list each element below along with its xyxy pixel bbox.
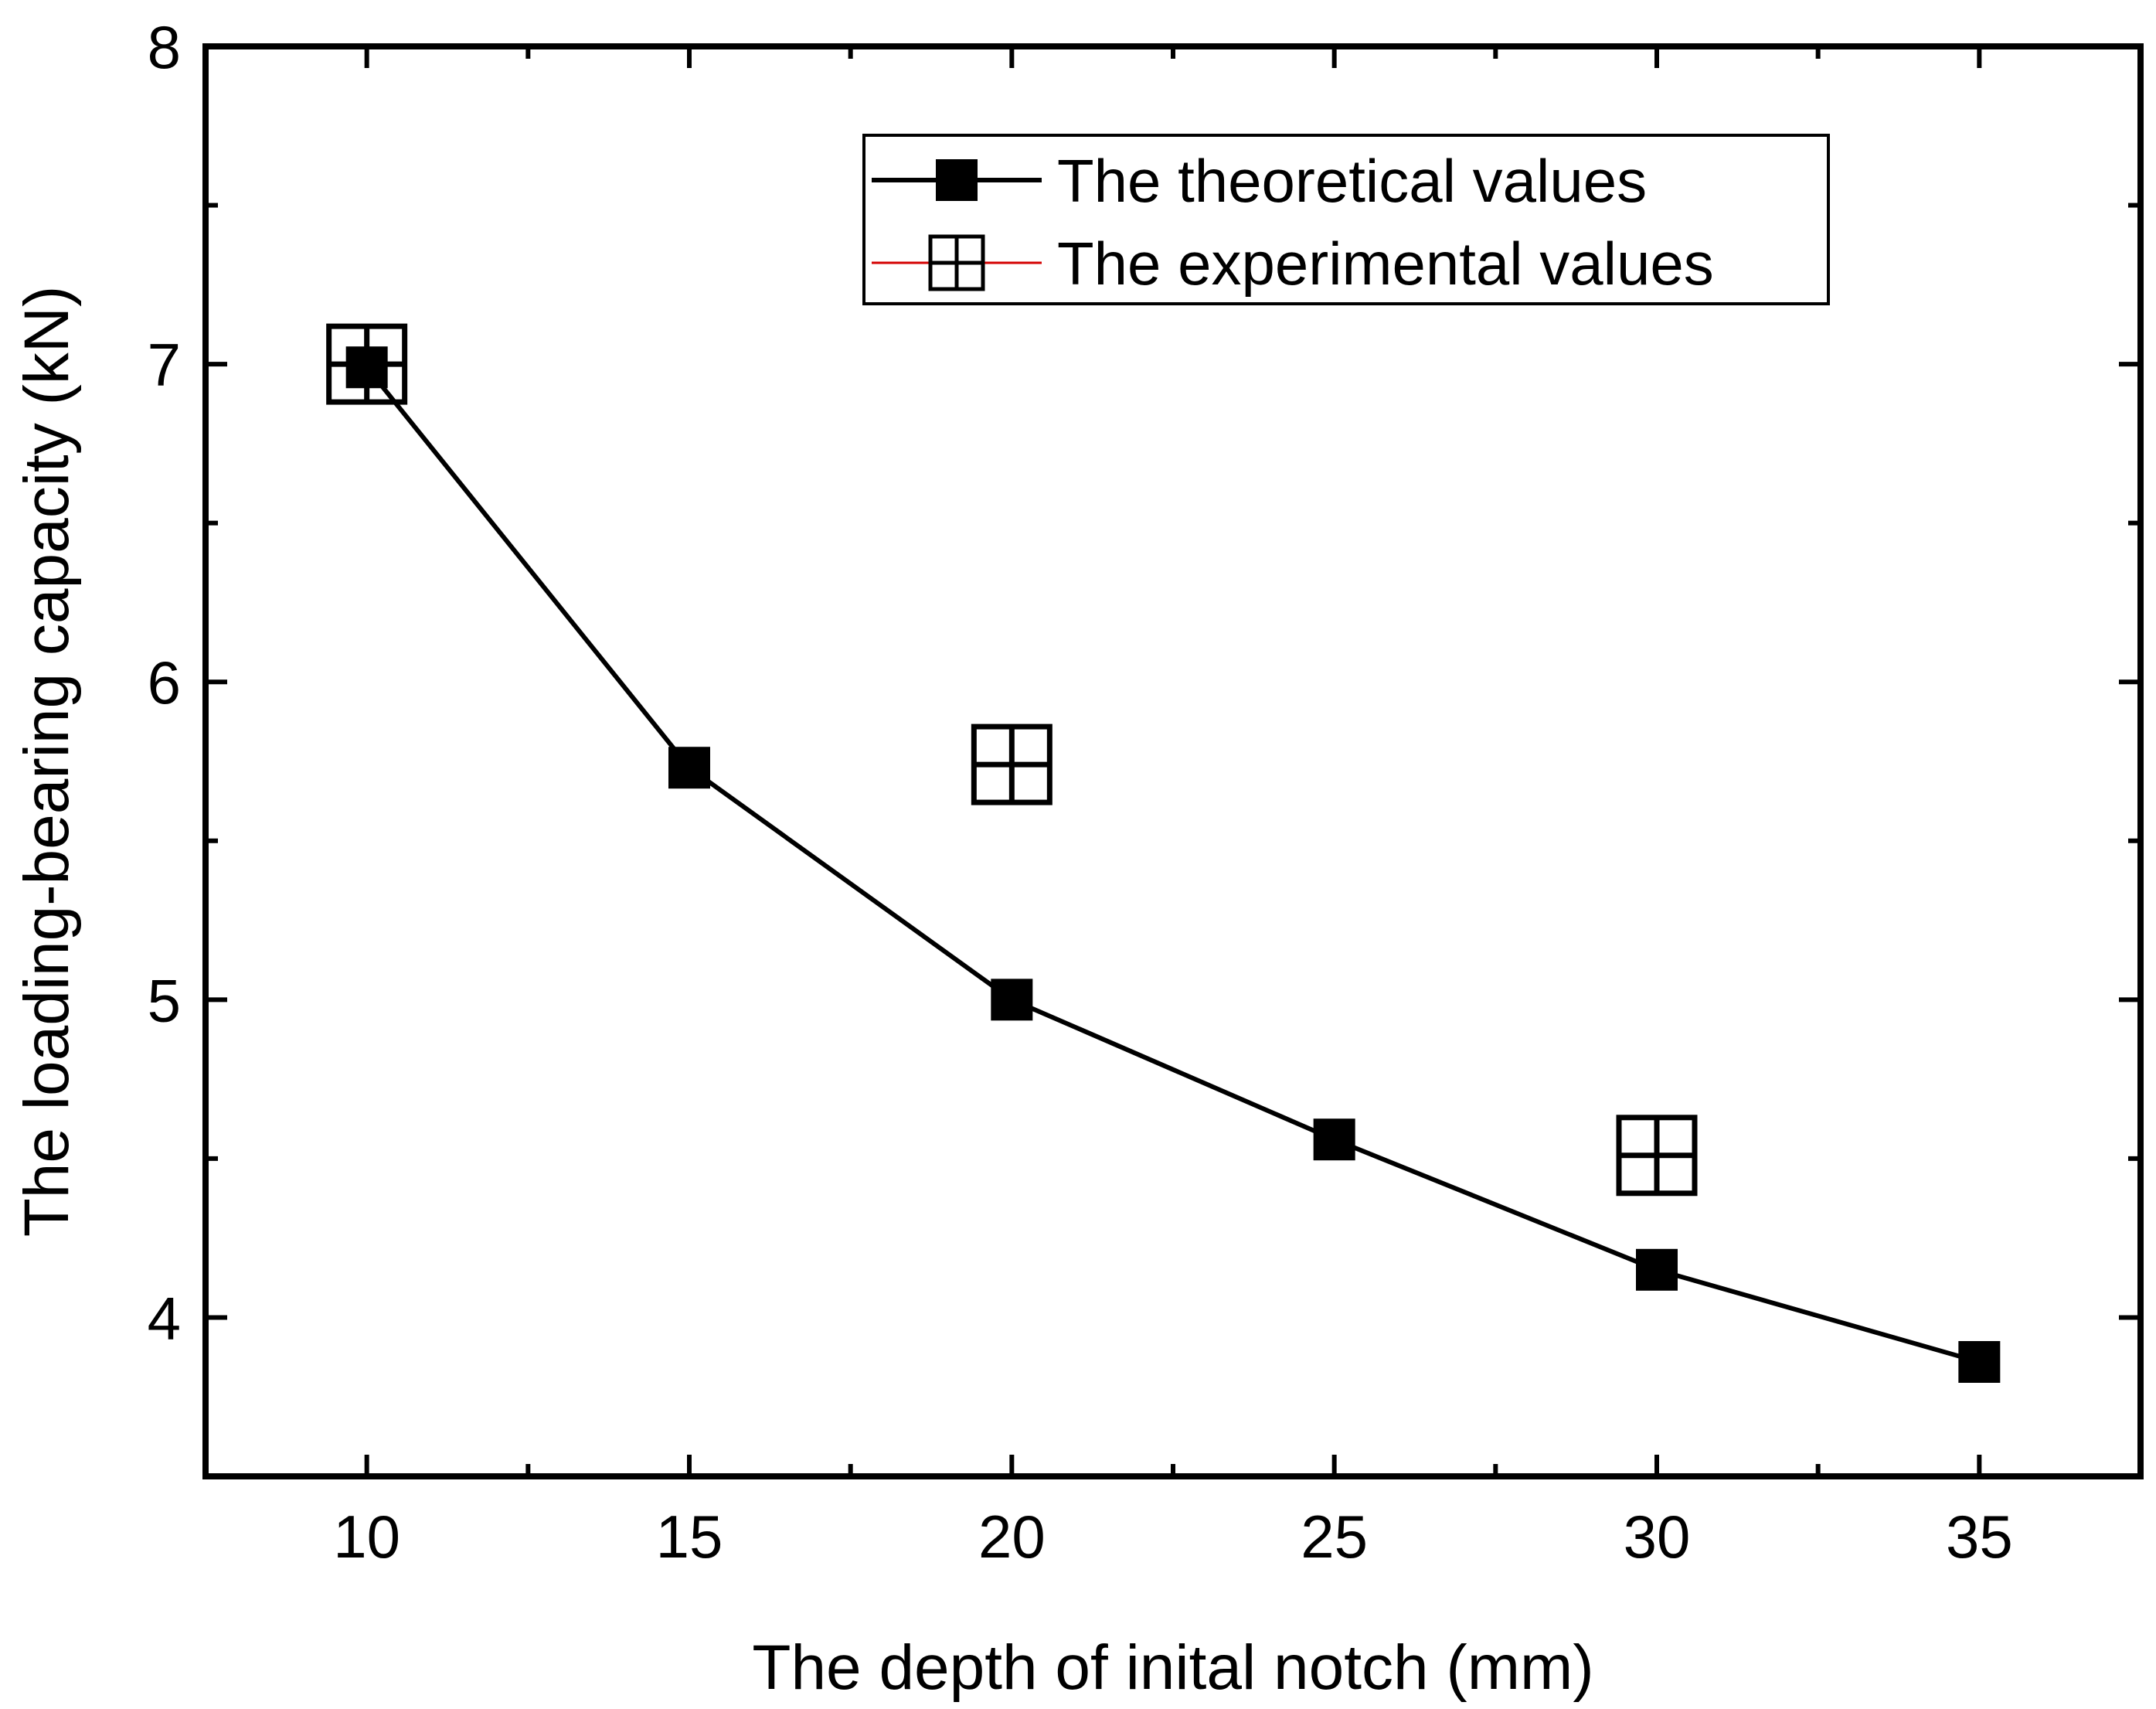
y-axis-label: The loading-bearing capacity (kN) [12,286,82,1237]
legend-marker-shape [928,234,985,291]
theoretical-point [991,979,1033,1021]
theoretical-point [1313,1118,1355,1161]
theoretical-line [365,366,1981,1364]
x-tick-label: 30 [1624,1503,1691,1571]
legend-label-theoretical: The theoretical values [1057,147,1647,215]
theoretical-point [345,346,388,389]
theoretical-point [668,747,710,789]
legend-box [862,134,1830,305]
legend-label-experimental: The experimental values [1057,230,1714,298]
series-layer [326,323,2001,1383]
y-tick-label: 8 [148,13,181,81]
x-tick-label: 15 [656,1503,723,1571]
y-tick-label: 6 [148,649,181,717]
plot-frame [202,43,2144,1479]
x-axis-label: The depth of inital notch (mm) [752,1632,1593,1703]
experimental-point [1616,1115,1698,1197]
theoretical-point [1958,1341,2001,1383]
legend: The theoretical values The experimental … [862,134,1830,305]
x-tick-label: 20 [978,1503,1046,1571]
experimental-point [971,723,1052,805]
x-tick-label: 10 [333,1503,400,1571]
tick-labels-layer: 10 15 20 25 30 35 4 5 6 7 8 [148,13,2013,1571]
x-tick-label: 35 [1946,1503,2013,1571]
y-tick-label: 5 [148,966,181,1034]
ticks-layer [206,44,2141,1476]
y-tick-label: 4 [148,1284,181,1352]
legend-marker-experimental [928,234,985,291]
theoretical-point [1636,1248,1678,1291]
x-tick-label: 25 [1301,1503,1368,1571]
y-tick-label: 7 [148,331,181,399]
legend-marker-theoretical [936,159,978,201]
